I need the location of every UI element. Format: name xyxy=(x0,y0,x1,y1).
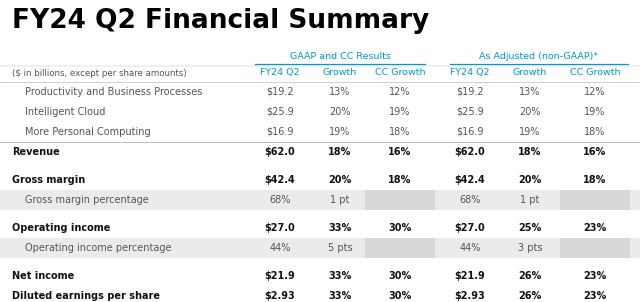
Text: FY24 Q2 Financial Summary: FY24 Q2 Financial Summary xyxy=(12,8,429,34)
Text: As Adjusted (non-GAAP)*: As Adjusted (non-GAAP)* xyxy=(479,52,598,61)
Bar xyxy=(0,102,640,122)
Text: 44%: 44% xyxy=(460,243,481,253)
Text: $42.4: $42.4 xyxy=(264,175,296,185)
Text: 26%: 26% xyxy=(518,291,541,301)
Text: $21.9: $21.9 xyxy=(454,271,485,281)
Bar xyxy=(0,122,640,142)
Text: $21.9: $21.9 xyxy=(264,271,296,281)
Text: 16%: 16% xyxy=(584,147,607,157)
Bar xyxy=(560,190,630,210)
Text: $19.2: $19.2 xyxy=(266,87,294,97)
Bar xyxy=(0,82,640,102)
Text: 18%: 18% xyxy=(389,127,411,137)
Text: 23%: 23% xyxy=(584,271,607,281)
Text: 23%: 23% xyxy=(584,223,607,233)
Text: 12%: 12% xyxy=(584,87,605,97)
Text: $25.9: $25.9 xyxy=(266,107,294,117)
Text: Growth: Growth xyxy=(323,68,357,77)
Text: Gross margin percentage: Gross margin percentage xyxy=(25,195,148,205)
Text: $62.0: $62.0 xyxy=(264,147,296,157)
Text: GAAP and CC Results: GAAP and CC Results xyxy=(289,52,390,61)
Text: $27.0: $27.0 xyxy=(264,223,296,233)
Text: Intelligent Cloud: Intelligent Cloud xyxy=(25,107,106,117)
Text: Gross margin: Gross margin xyxy=(12,175,85,185)
Bar xyxy=(560,238,630,258)
Bar xyxy=(0,218,640,238)
Text: Productivity and Business Processes: Productivity and Business Processes xyxy=(25,87,202,97)
Text: 19%: 19% xyxy=(389,107,411,117)
Text: 5 pts: 5 pts xyxy=(328,243,352,253)
Text: 20%: 20% xyxy=(328,175,351,185)
Text: $2.93: $2.93 xyxy=(454,291,485,301)
Bar xyxy=(0,286,640,302)
Text: 19%: 19% xyxy=(584,107,605,117)
Text: 44%: 44% xyxy=(269,243,291,253)
Text: $25.9: $25.9 xyxy=(456,107,484,117)
Text: Operating income: Operating income xyxy=(12,223,110,233)
Text: 20%: 20% xyxy=(518,175,541,185)
Text: 68%: 68% xyxy=(269,195,291,205)
Text: 30%: 30% xyxy=(388,291,412,301)
Text: Diluted earnings per share: Diluted earnings per share xyxy=(12,291,160,301)
Text: 18%: 18% xyxy=(584,127,605,137)
Text: 25%: 25% xyxy=(518,223,541,233)
Text: 12%: 12% xyxy=(389,87,411,97)
Text: FY24 Q2: FY24 Q2 xyxy=(451,68,490,77)
Text: Operating income percentage: Operating income percentage xyxy=(25,243,172,253)
Text: $2.93: $2.93 xyxy=(264,291,296,301)
Text: Net income: Net income xyxy=(12,271,74,281)
Text: 33%: 33% xyxy=(328,271,351,281)
Text: 20%: 20% xyxy=(519,107,541,117)
Text: 20%: 20% xyxy=(329,107,351,117)
Bar xyxy=(0,238,640,258)
Text: 30%: 30% xyxy=(388,223,412,233)
Text: 13%: 13% xyxy=(519,87,541,97)
Text: More Personal Computing: More Personal Computing xyxy=(25,127,150,137)
Text: 18%: 18% xyxy=(328,147,352,157)
Text: 23%: 23% xyxy=(584,291,607,301)
Text: 19%: 19% xyxy=(330,127,351,137)
Text: CC Growth: CC Growth xyxy=(375,68,425,77)
Text: Growth: Growth xyxy=(513,68,547,77)
Text: ($ in billions, except per share amounts): ($ in billions, except per share amounts… xyxy=(12,69,187,78)
Text: 68%: 68% xyxy=(460,195,481,205)
Bar xyxy=(365,190,435,210)
Text: 18%: 18% xyxy=(518,147,541,157)
Text: 30%: 30% xyxy=(388,271,412,281)
Bar xyxy=(0,190,640,210)
Text: 1 pt: 1 pt xyxy=(520,195,540,205)
Text: FY24 Q2: FY24 Q2 xyxy=(260,68,300,77)
Text: Revenue: Revenue xyxy=(12,147,60,157)
Text: 18%: 18% xyxy=(583,175,607,185)
Text: 26%: 26% xyxy=(518,271,541,281)
Text: 16%: 16% xyxy=(388,147,412,157)
Text: 33%: 33% xyxy=(328,291,351,301)
Text: 18%: 18% xyxy=(388,175,412,185)
Bar xyxy=(0,142,640,162)
Text: $62.0: $62.0 xyxy=(454,147,485,157)
Text: 33%: 33% xyxy=(328,223,351,233)
Text: $16.9: $16.9 xyxy=(456,127,484,137)
Text: CC Growth: CC Growth xyxy=(570,68,620,77)
Text: 19%: 19% xyxy=(519,127,541,137)
Text: $42.4: $42.4 xyxy=(454,175,485,185)
Text: 13%: 13% xyxy=(330,87,351,97)
Text: 3 pts: 3 pts xyxy=(518,243,542,253)
Text: $19.2: $19.2 xyxy=(456,87,484,97)
Bar xyxy=(0,266,640,286)
Bar xyxy=(0,170,640,190)
Text: $27.0: $27.0 xyxy=(454,223,485,233)
Text: 1 pt: 1 pt xyxy=(330,195,349,205)
Text: $16.9: $16.9 xyxy=(266,127,294,137)
Bar xyxy=(365,238,435,258)
